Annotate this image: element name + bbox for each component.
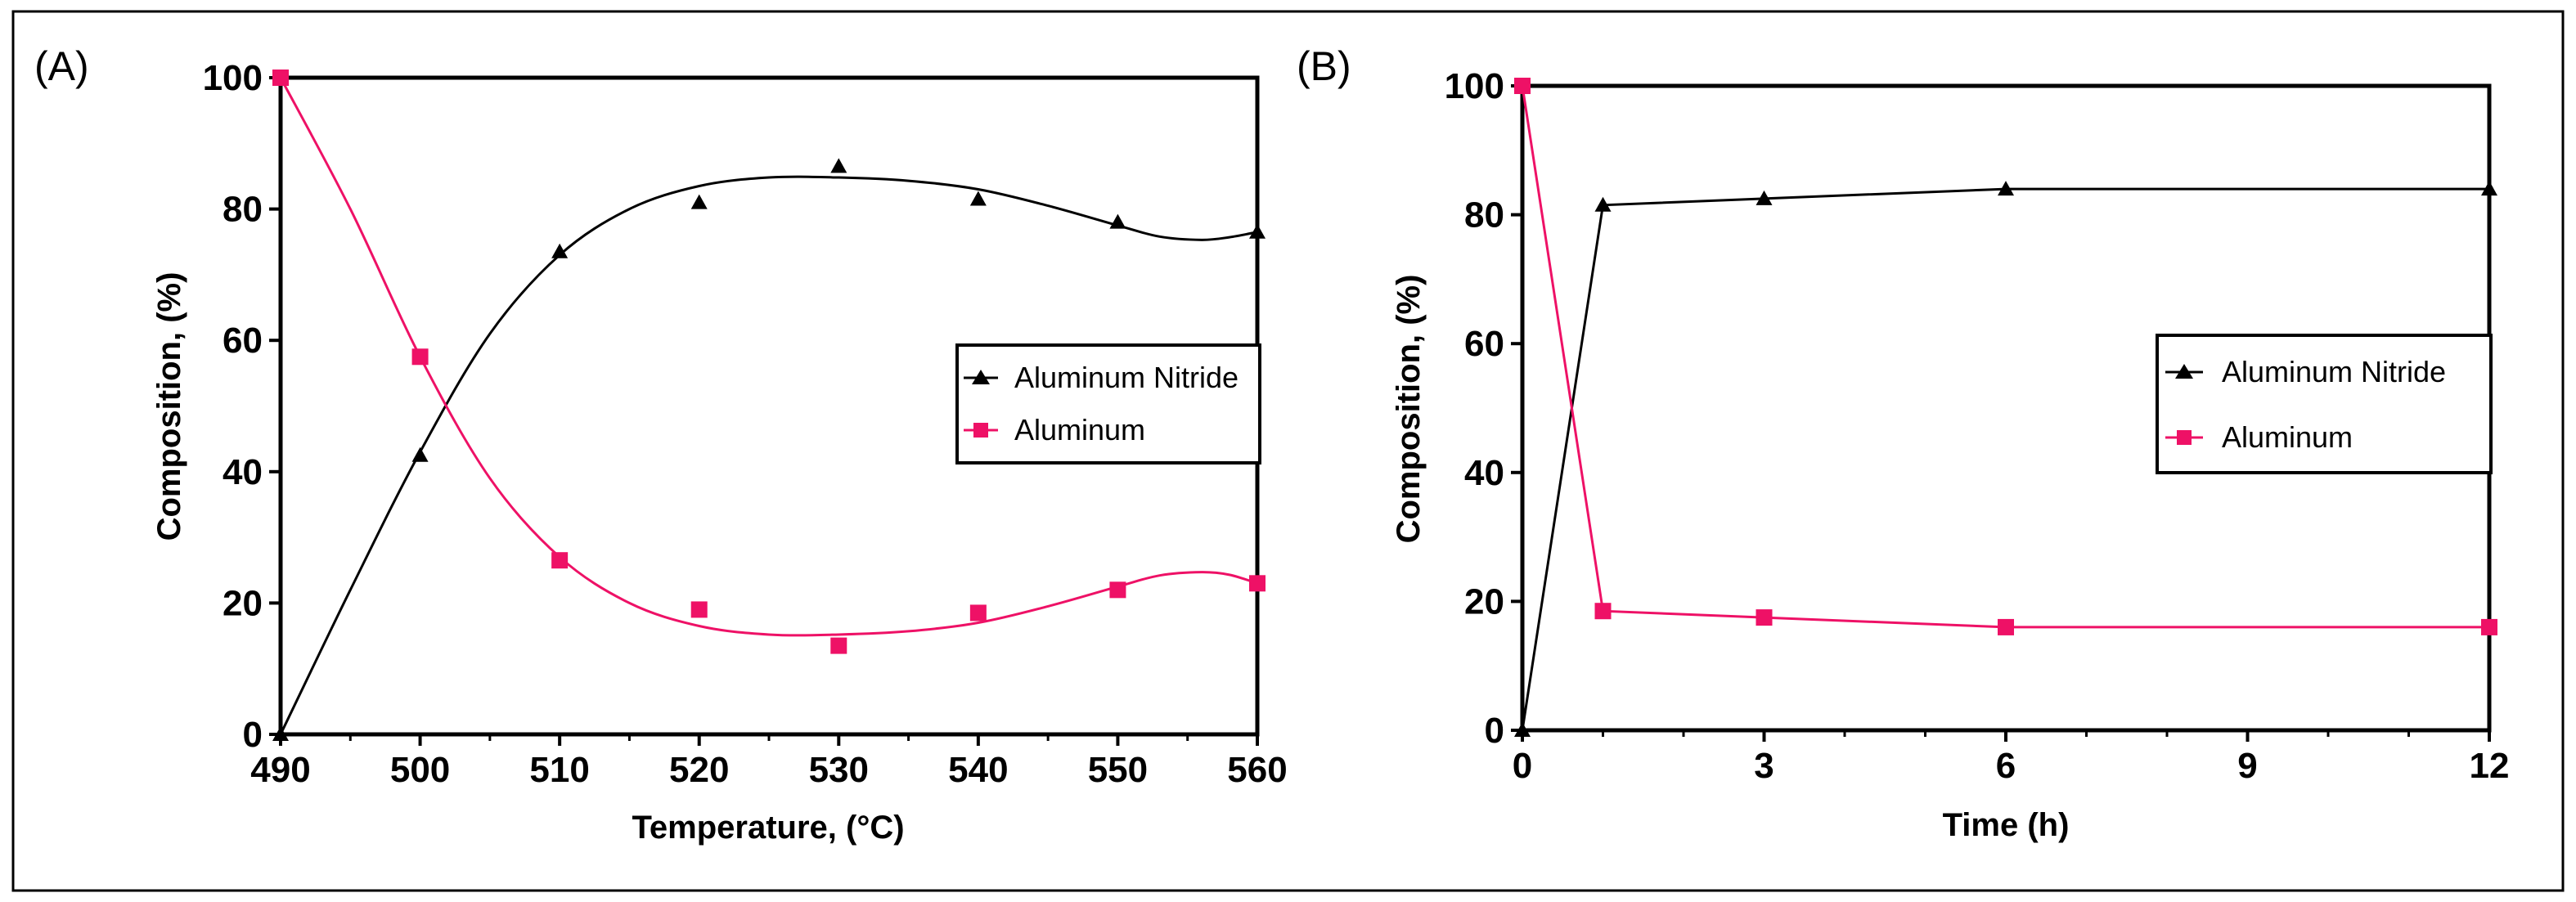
panel-a: (A) Composition, (%) Temperature, (°C) 0… bbox=[34, 43, 1288, 846]
panel-b-legend-aluminum-marker bbox=[2177, 430, 2192, 445]
panel-a-aluminum-nitride-point bbox=[1249, 223, 1266, 239]
panel-a-x-tick-label: 500 bbox=[390, 750, 450, 790]
panel-b-legend-nitride-label: Aluminum Nitride bbox=[2222, 355, 2446, 388]
panel-a-legend-nitride-label: Aluminum Nitride bbox=[1014, 361, 1239, 394]
panel-a-legend: Aluminum Nitride Aluminum bbox=[955, 343, 1261, 464]
panel-a-x-tick-label: 540 bbox=[948, 750, 1008, 790]
panel-b-x-tick-label: 3 bbox=[1754, 746, 1774, 786]
panel-a-x-axis-title: Temperature, (°C) bbox=[632, 810, 904, 846]
panel-b-aluminum-point bbox=[1594, 603, 1612, 620]
panel-a-aluminum-nitride-point bbox=[830, 158, 847, 173]
panel-a-x-tick-label: 510 bbox=[529, 750, 589, 790]
panel-a-aluminum-nitride-point bbox=[551, 243, 569, 258]
panel-a-aluminum-point bbox=[272, 70, 289, 86]
panel-a-y-axis-title: Composition, (%) bbox=[151, 272, 187, 541]
panel-a-aluminum-point bbox=[551, 552, 569, 569]
panel-a-y-tick-label: 100 bbox=[203, 58, 263, 98]
panel-a-x-tick-label: 520 bbox=[669, 750, 729, 790]
panel-b-y-tick-label: 80 bbox=[1464, 195, 1504, 236]
panel-a-y-tick-label: 80 bbox=[223, 190, 263, 230]
panel-a-y-tick-label: 60 bbox=[223, 321, 263, 361]
panel-b-aluminum-point bbox=[1756, 609, 1773, 626]
panel-b-label: (B) bbox=[1297, 43, 1351, 89]
panel-b-y-tick-label: 0 bbox=[1485, 711, 1504, 751]
panel-a-legend-aluminum-marker bbox=[973, 423, 988, 438]
panel-b-x-axis-title: Time (h) bbox=[1943, 807, 2070, 843]
panel-b-x-tick-label: 12 bbox=[2470, 746, 2510, 786]
panel-a-aluminum-point bbox=[969, 604, 987, 622]
panel-b-plot-area: 0 20 40 60 80 100 0 3 6 9 12 bbox=[1445, 66, 2510, 786]
panel-b-x-tick-label: 6 bbox=[1996, 746, 2016, 786]
panel-b-legend: Aluminum Nitride Aluminum bbox=[2156, 334, 2493, 474]
panel-a-aluminum-point bbox=[1109, 581, 1126, 599]
panel-a-aluminum-point bbox=[830, 637, 847, 654]
panel-b-y-axis-title: Composition, (%) bbox=[1391, 275, 1427, 544]
panel-a-aluminum-point bbox=[690, 601, 708, 618]
panel-a-x-tick-label: 550 bbox=[1088, 750, 1148, 790]
panel-b-legend-box bbox=[2156, 334, 2493, 474]
panel-a-legend-nitride-marker bbox=[972, 370, 990, 384]
panel-b-aluminum-point bbox=[1514, 78, 1531, 94]
panel-a-aluminum-point bbox=[411, 348, 429, 366]
panel-b-legend-aluminum-label: Aluminum bbox=[2222, 420, 2353, 454]
panel-a-legend-aluminum-label: Aluminum bbox=[1014, 413, 1145, 447]
panel-a-x-tick-label: 560 bbox=[1227, 750, 1287, 790]
panel-a-aluminum-nitride-point bbox=[411, 447, 429, 462]
panel-b-aluminum-point bbox=[1998, 618, 2014, 635]
panel-a-y-tick-label: 20 bbox=[223, 583, 263, 623]
panel-a-label: (A) bbox=[34, 43, 89, 89]
panel-b-y-tick-label: 60 bbox=[1464, 324, 1504, 364]
panel-a-y-tick-label: 0 bbox=[243, 715, 263, 755]
panel-a-legend-box bbox=[955, 343, 1261, 464]
panel-b-y-tick-label: 40 bbox=[1464, 453, 1504, 493]
figure-border bbox=[11, 10, 2565, 892]
panel-a-x-tick-label: 490 bbox=[250, 750, 310, 790]
panel-a-aluminum-point bbox=[1249, 575, 1266, 592]
panel-a-aluminum-nitride-point bbox=[1109, 213, 1126, 229]
panel-b-aluminum-nitride-point bbox=[1594, 196, 1612, 212]
panel-b-y-tick-label: 20 bbox=[1464, 581, 1504, 622]
panel-b: (B) Composition, (%) Time (h) 0204060801… bbox=[1297, 43, 2509, 843]
panel-a-x-tick-label: 530 bbox=[809, 750, 869, 790]
panel-a-aluminum-nitride-point bbox=[969, 191, 987, 206]
panel-a-aluminum-nitride-point bbox=[272, 726, 289, 741]
panel-b-aluminum-nitride-point bbox=[1756, 190, 1773, 205]
panel-b-legend-nitride-marker bbox=[2175, 364, 2193, 379]
panel-b-aluminum-point bbox=[2481, 618, 2497, 635]
panel-b-aluminum-nitride-point bbox=[2481, 181, 2497, 196]
panel-b-y-tick-label: 100 bbox=[1445, 66, 1504, 106]
panel-a-y-tick-label: 40 bbox=[223, 452, 263, 492]
panel-b-aluminum-nitride-point bbox=[1514, 722, 1531, 737]
panel-a-aluminum-nitride-point bbox=[690, 194, 708, 209]
panel-b-aluminum-nitride-point bbox=[1998, 181, 2014, 196]
panel-b-x-tick-label: 9 bbox=[2237, 746, 2257, 786]
panel-b-x-tick-label: 0 bbox=[1513, 746, 1532, 786]
